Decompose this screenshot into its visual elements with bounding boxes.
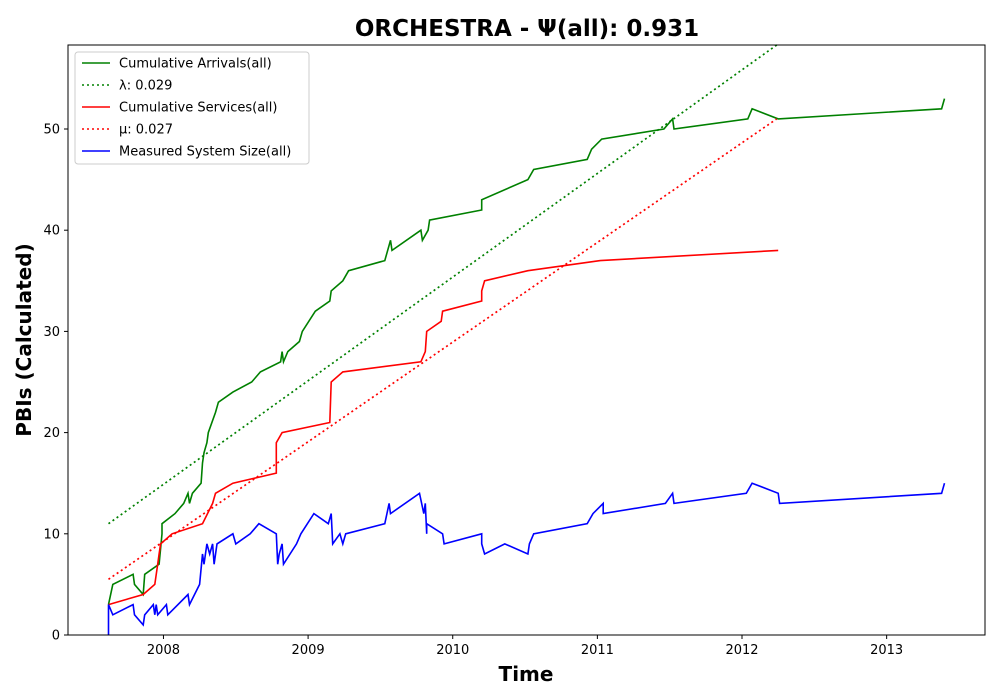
legend-label-3: μ: 0.027 (119, 123, 173, 138)
y-tick-label: 30 (43, 325, 60, 340)
x-tick-label: 2013 (870, 643, 903, 658)
series-line-4 (107, 482, 946, 635)
legend-label-1: λ: 0.029 (119, 79, 172, 94)
legend-label-2: Cumulative Services(all) (119, 101, 277, 116)
x-tick-label: 2012 (725, 643, 758, 658)
series-line-1 (108, 44, 778, 525)
x-tick-label: 2008 (147, 643, 180, 658)
y-tick-label: 10 (43, 527, 60, 542)
legend-label-0: Cumulative Arrivals(all) (119, 57, 272, 72)
plot-frame (67, 44, 986, 636)
legend-label-4: Measured System Size(all) (119, 145, 291, 160)
series-layer (107, 44, 946, 635)
y-tick-label: 20 (43, 426, 60, 441)
x-axis-label: Time (499, 662, 554, 686)
legend-box (74, 51, 310, 165)
ticks-layer: 2008 2009 2010 2011 2012 2013 0 10 20 30 40 50 (43, 122, 903, 658)
x-tick-label: 2010 (436, 643, 469, 658)
chart-title: ORCHESTRA - Ψ(all): 0.931 (355, 16, 699, 42)
x-tick-label: 2009 (292, 643, 325, 658)
legend: Cumulative Arrivals(all) λ: 0.029 Cumulati… (74, 51, 310, 165)
series-line-3 (108, 118, 778, 580)
y-tick-label: 0 (52, 629, 60, 644)
y-axis-label: PBIs (Calculated) (12, 243, 36, 436)
x-tick-label: 2011 (581, 643, 614, 658)
y-tick-label: 40 (43, 224, 60, 239)
y-tick-label: 50 (43, 122, 60, 137)
series-line-0 (107, 98, 946, 605)
series-line-2 (108, 249, 779, 606)
